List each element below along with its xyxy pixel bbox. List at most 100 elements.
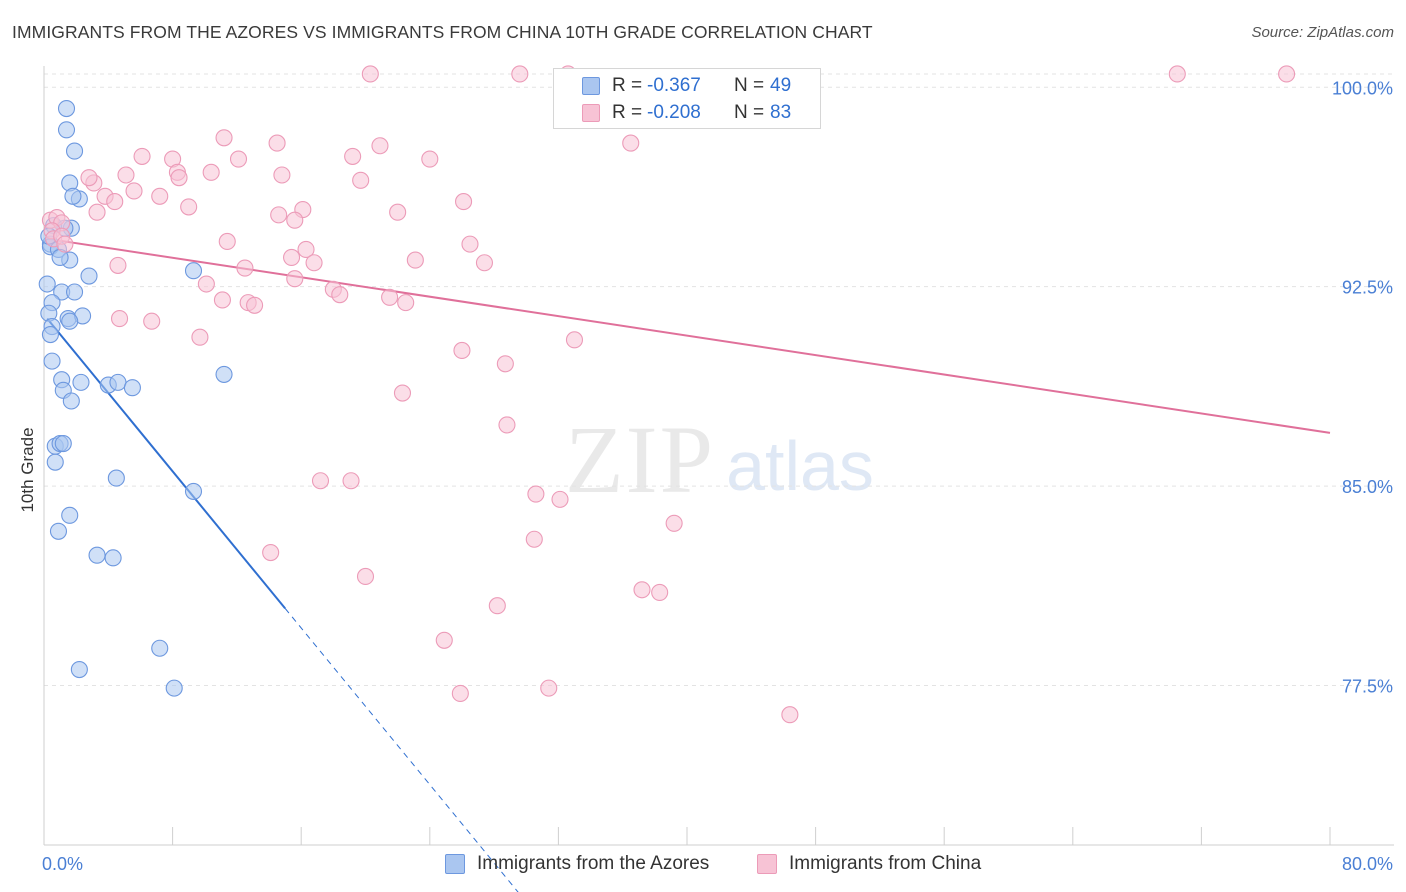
china-r-value: -0.208 — [647, 102, 701, 123]
azores-point — [184, 262, 203, 280]
china-point — [125, 182, 143, 200]
china-point — [218, 232, 236, 251]
china-point — [393, 384, 412, 402]
zipatlas-watermark: ZIP atlas — [565, 406, 874, 513]
azores-point — [107, 469, 125, 487]
china-point — [286, 270, 304, 288]
azores-point — [54, 434, 72, 453]
china-point — [565, 331, 584, 349]
china-point — [170, 169, 188, 187]
azores-trend-line — [46, 317, 286, 610]
china-point — [352, 171, 370, 189]
azores-point — [72, 373, 90, 391]
china-point — [342, 472, 360, 490]
china-point — [389, 203, 407, 221]
china-point — [488, 597, 506, 615]
stats-legend-row-china: R = -0.208 N = 83 — [554, 100, 820, 126]
azores-point — [57, 99, 76, 118]
china-point — [551, 490, 569, 508]
azores-legend-swatch — [445, 854, 465, 874]
china-point — [283, 248, 301, 266]
china-point — [143, 312, 161, 330]
azores-point — [65, 142, 84, 160]
china-point — [311, 472, 330, 490]
azores-point — [49, 522, 68, 540]
china-point — [109, 256, 127, 274]
series-legend: Immigrants from the Azores Immigrants fr… — [0, 851, 1406, 877]
china-point — [180, 198, 198, 216]
china-point — [381, 288, 399, 306]
china-point — [117, 166, 135, 184]
china-point — [451, 684, 469, 703]
china-point — [435, 631, 453, 649]
stats-legend: R = -0.367 N = 49 R = -0.208 N = 83 — [553, 68, 821, 129]
azores-point — [88, 546, 106, 564]
azores-trend-extension — [284, 608, 519, 892]
azores-point — [41, 325, 59, 344]
china-point — [496, 355, 514, 373]
china-point — [268, 134, 286, 152]
gridlines — [44, 73, 1394, 686]
azores-swatch — [582, 77, 600, 95]
china-point — [475, 254, 494, 272]
azores-point — [61, 312, 79, 330]
china-point — [215, 129, 233, 147]
china-point — [286, 211, 304, 229]
china-point — [80, 169, 98, 187]
chart-title: IMMIGRANTS FROM THE AZORES VS IMMIGRANTS… — [12, 22, 873, 42]
azores-point — [184, 482, 203, 500]
china-point — [651, 583, 669, 601]
china-point — [781, 706, 799, 724]
china-point — [406, 251, 424, 269]
azores-point — [62, 392, 80, 410]
china-point — [527, 485, 545, 503]
azores-point — [64, 187, 82, 205]
china-point — [305, 254, 323, 272]
azores-point — [165, 679, 183, 697]
y-tick-label: 100.0% — [1332, 78, 1393, 98]
azores-point — [151, 639, 169, 657]
china-point — [229, 150, 248, 168]
china-point — [511, 65, 529, 83]
china-point — [262, 543, 280, 562]
chart-source: Source: ZipAtlas.com — [1251, 24, 1394, 41]
azores-point — [80, 267, 98, 285]
china-n-value: 83 — [770, 102, 792, 123]
china-trend-line — [47, 237, 1331, 434]
axes — [43, 66, 1394, 846]
azores-point — [104, 549, 122, 567]
azores-point — [46, 453, 64, 471]
n-label: N = — [734, 102, 765, 123]
stats-legend-row-azores: R = -0.367 N = 49 — [554, 73, 820, 99]
china-point — [273, 166, 291, 184]
azores-point — [109, 373, 127, 391]
azores-point — [61, 506, 79, 524]
china-point — [246, 296, 264, 314]
china-point — [88, 203, 106, 221]
azores-point — [38, 275, 56, 293]
china-point — [191, 328, 209, 346]
tick-labels: 100.0% 92.5% 85.0% 77.5% 0.0% 80.0% — [42, 78, 1393, 874]
china-point — [633, 581, 651, 599]
azores-point — [43, 352, 61, 370]
y-tick-label: 77.5% — [1342, 676, 1393, 696]
china-point — [133, 147, 151, 165]
china-point — [421, 150, 439, 168]
china-point — [455, 193, 473, 211]
china-point — [540, 679, 558, 697]
china-point — [622, 134, 640, 152]
azores-point — [70, 660, 88, 679]
china-point — [461, 235, 479, 253]
trend-lines — [46, 237, 1331, 892]
china-legend-label: Immigrants from China — [789, 853, 982, 874]
china-point — [106, 193, 124, 211]
china-point — [361, 65, 379, 83]
china-point — [197, 275, 215, 293]
china-point — [344, 147, 362, 165]
r-label: R = — [612, 75, 643, 96]
watermark-atlas: atlas — [726, 427, 874, 505]
china-point — [56, 235, 74, 253]
china-point — [525, 530, 543, 548]
azores-r-value: -0.367 — [647, 75, 701, 96]
